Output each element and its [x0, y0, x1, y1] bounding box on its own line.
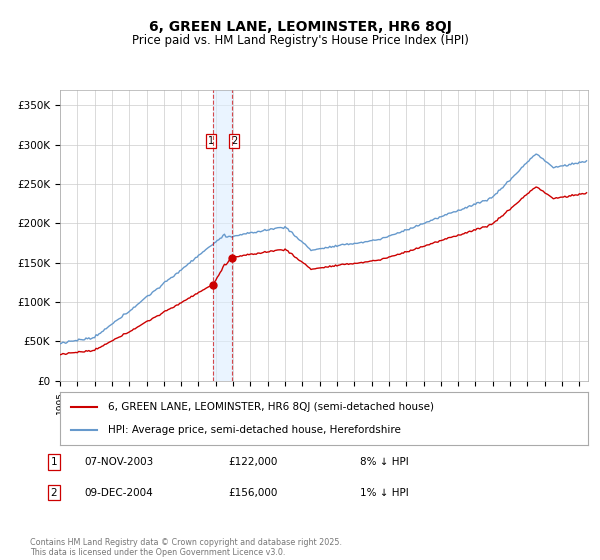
Text: 2: 2 [231, 136, 237, 146]
Text: 09-DEC-2004: 09-DEC-2004 [84, 488, 153, 498]
Text: 2: 2 [50, 488, 58, 498]
Bar [213, 90, 232, 381]
Text: £156,000: £156,000 [228, 488, 277, 498]
Text: 1: 1 [208, 136, 214, 146]
Text: Contains HM Land Registry data © Crown copyright and database right 2025.
This d: Contains HM Land Registry data © Crown c… [30, 538, 342, 557]
Text: 8% ↓ HPI: 8% ↓ HPI [360, 457, 409, 467]
Text: HPI: Average price, semi-detached house, Herefordshire: HPI: Average price, semi-detached house,… [107, 425, 400, 435]
Text: 6, GREEN LANE, LEOMINSTER, HR6 8QJ (semi-detached house): 6, GREEN LANE, LEOMINSTER, HR6 8QJ (semi… [107, 402, 434, 412]
Text: 6, GREEN LANE, LEOMINSTER, HR6 8QJ: 6, GREEN LANE, LEOMINSTER, HR6 8QJ [149, 20, 451, 34]
Text: 1% ↓ HPI: 1% ↓ HPI [360, 488, 409, 498]
Text: Price paid vs. HM Land Registry's House Price Index (HPI): Price paid vs. HM Land Registry's House … [131, 34, 469, 46]
Text: £122,000: £122,000 [228, 457, 277, 467]
Text: 1: 1 [50, 457, 58, 467]
Text: 07-NOV-2003: 07-NOV-2003 [84, 457, 153, 467]
